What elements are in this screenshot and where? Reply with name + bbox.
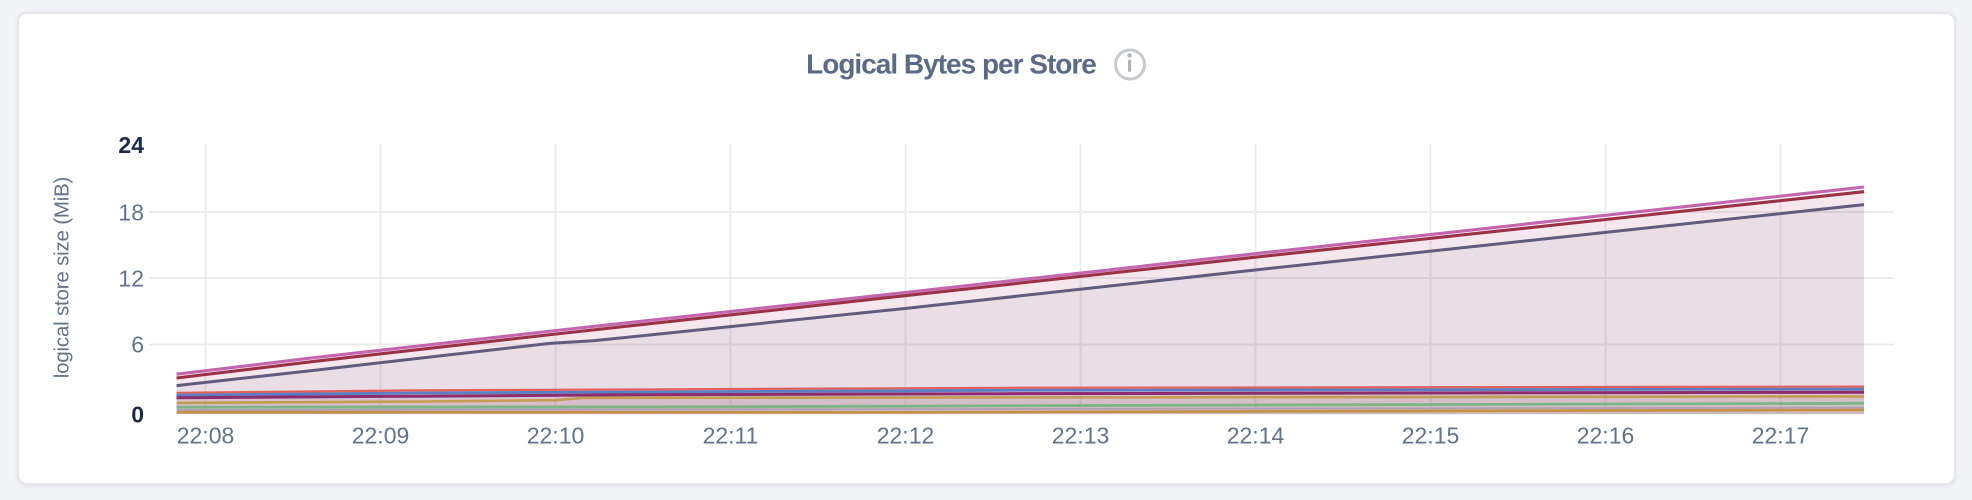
svg-text:Logical Bytes per Store: Logical Bytes per Store xyxy=(806,49,1096,80)
svg-text:22:17: 22:17 xyxy=(1752,423,1810,449)
svg-text:logical store size (MiB): logical store size (MiB) xyxy=(51,177,74,378)
svg-text:22:13: 22:13 xyxy=(1052,423,1110,449)
svg-text:22:09: 22:09 xyxy=(352,423,410,449)
svg-text:22:15: 22:15 xyxy=(1402,423,1460,449)
svg-text:22:08: 22:08 xyxy=(177,423,235,449)
svg-text:22:12: 22:12 xyxy=(877,423,935,449)
svg-text:22:11: 22:11 xyxy=(703,423,759,449)
svg-text:24: 24 xyxy=(118,132,144,158)
svg-text:22:10: 22:10 xyxy=(527,423,585,449)
svg-text:0: 0 xyxy=(131,401,144,427)
svg-text:18: 18 xyxy=(118,199,144,225)
svg-text:12: 12 xyxy=(118,265,144,291)
svg-text:6: 6 xyxy=(131,332,144,358)
svg-text:22:16: 22:16 xyxy=(1577,423,1635,449)
svg-text:22:14: 22:14 xyxy=(1227,423,1285,449)
